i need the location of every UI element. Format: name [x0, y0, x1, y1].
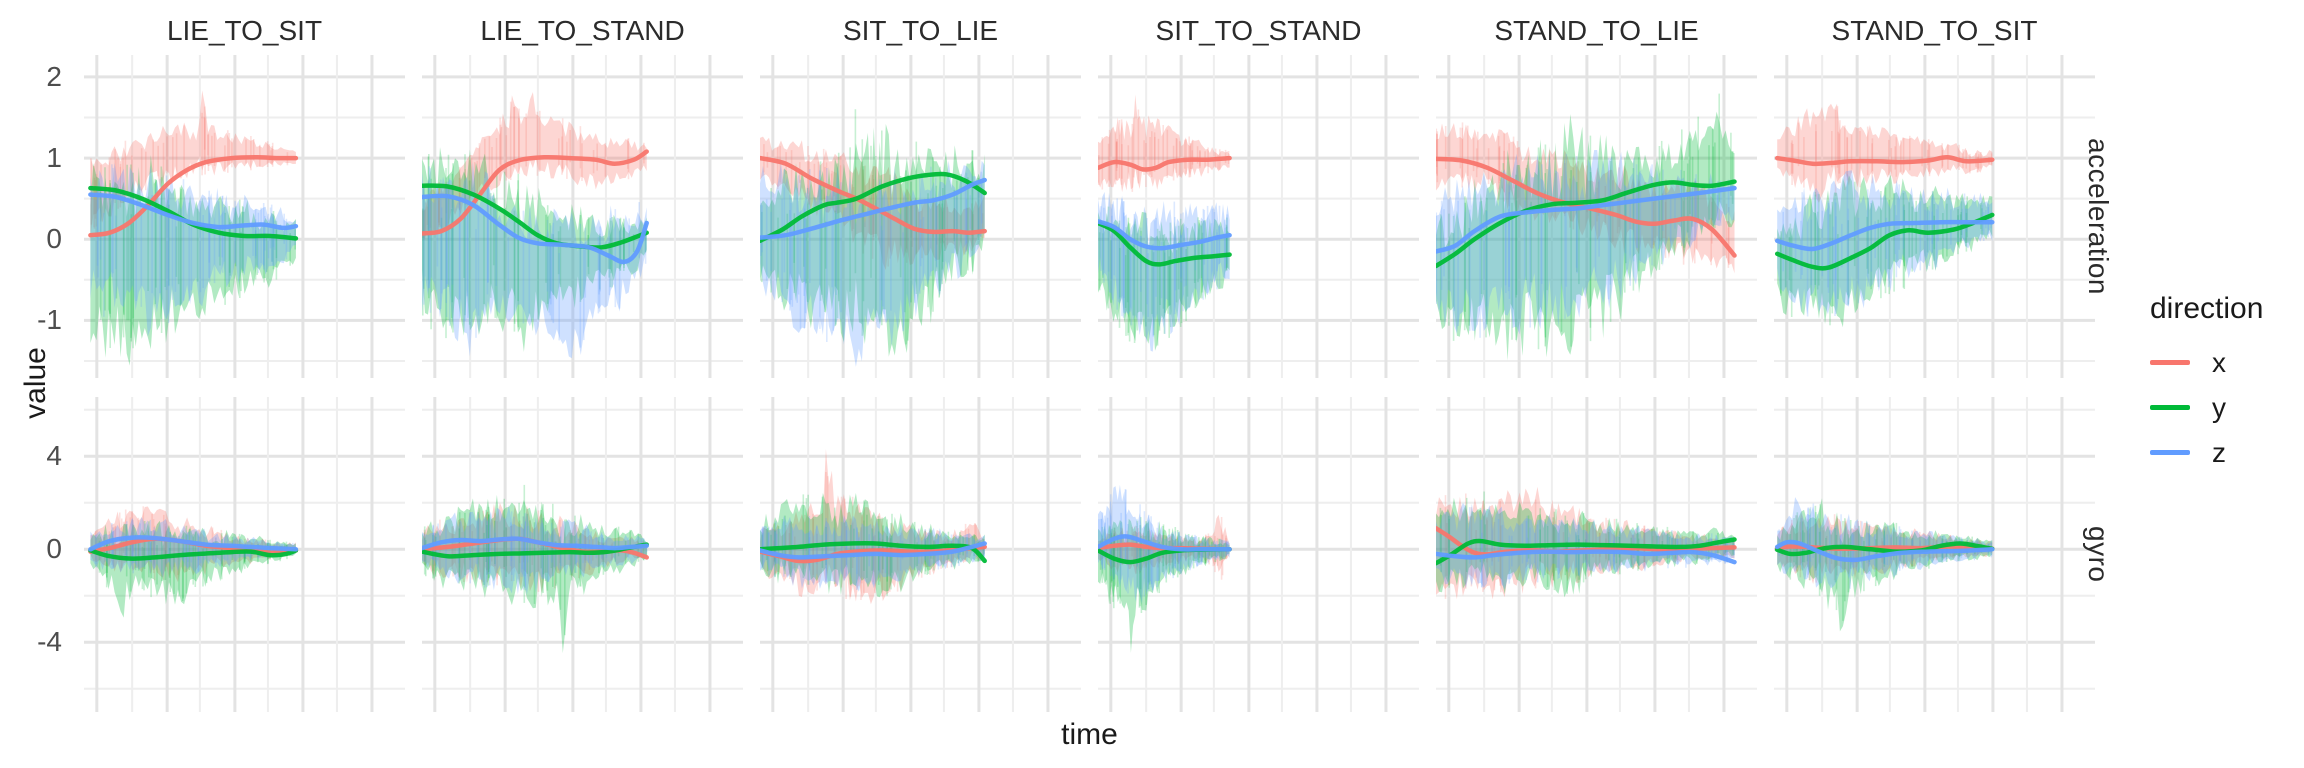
- legend-item-x: x: [2150, 340, 2263, 385]
- panel-gyro-lie_to_sit: [84, 397, 405, 712]
- facet-title-lie_to_sit: LIE_TO_SIT: [166, 15, 323, 46]
- legend-label-y: y: [2212, 391, 2226, 423]
- y-axis-label: value: [19, 347, 52, 419]
- panel-gyro-lie_to_stand: [422, 397, 743, 712]
- facet-title-sit_to_stand: SIT_TO_STAND: [1155, 15, 1362, 46]
- strip-acceleration: acceleration: [2076, 55, 2120, 378]
- panel-acceleration-stand_to_sit: [1774, 55, 2095, 378]
- facet-title-sit_to_lie: SIT_TO_LIE: [842, 15, 999, 46]
- panel-gyro-sit_to_lie: [760, 397, 1081, 712]
- legend-label-z: z: [2212, 436, 2226, 468]
- facet-title-stand_to_lie: STAND_TO_LIE: [1494, 15, 1699, 46]
- panel-acceleration-sit_to_stand: [1098, 55, 1419, 378]
- legend-key-line-z: [2150, 450, 2190, 455]
- strip-label-acceleration: acceleration: [2083, 138, 2114, 295]
- panel-acceleration-stand_to_lie: [1436, 55, 1757, 378]
- panel-gyro-stand_to_lie: [1436, 397, 1757, 712]
- legend-item-z: z: [2150, 430, 2263, 475]
- y-tick-acceleration-0: 0: [46, 223, 62, 255]
- facet-title-stand_to_sit: STAND_TO_SIT: [1831, 15, 2038, 46]
- panel-acceleration-lie_to_sit: [84, 55, 405, 378]
- legend-title: direction: [2150, 292, 2264, 325]
- panel-acceleration-lie_to_stand: [422, 55, 743, 378]
- y-tick-gyro-0: 0: [46, 533, 62, 565]
- panel-gyro-stand_to_sit: [1774, 397, 2095, 712]
- y-tick-acceleration--1: -1: [37, 304, 62, 336]
- facet-title-lie_to_stand: LIE_TO_STAND: [480, 15, 685, 46]
- strip-label-gyro: gyro: [2083, 526, 2114, 583]
- legend-item-y: y: [2150, 385, 2263, 430]
- legend-key-line-y: [2150, 405, 2190, 410]
- y-tick-acceleration-2: 2: [46, 60, 62, 92]
- y-tick-acceleration-1: 1: [46, 142, 62, 174]
- panel-acceleration-sit_to_lie: [760, 55, 1081, 378]
- x-axis-label: time: [1061, 718, 1118, 751]
- panel-gyro-sit_to_stand: [1098, 397, 1419, 712]
- y-tick-gyro-4: 4: [46, 440, 62, 472]
- y-tick-gyro--4: -4: [37, 626, 62, 658]
- legend-key-line-x: [2150, 360, 2190, 365]
- strip-gyro: gyro: [2076, 397, 2120, 712]
- legend-label-x: x: [2212, 346, 2226, 378]
